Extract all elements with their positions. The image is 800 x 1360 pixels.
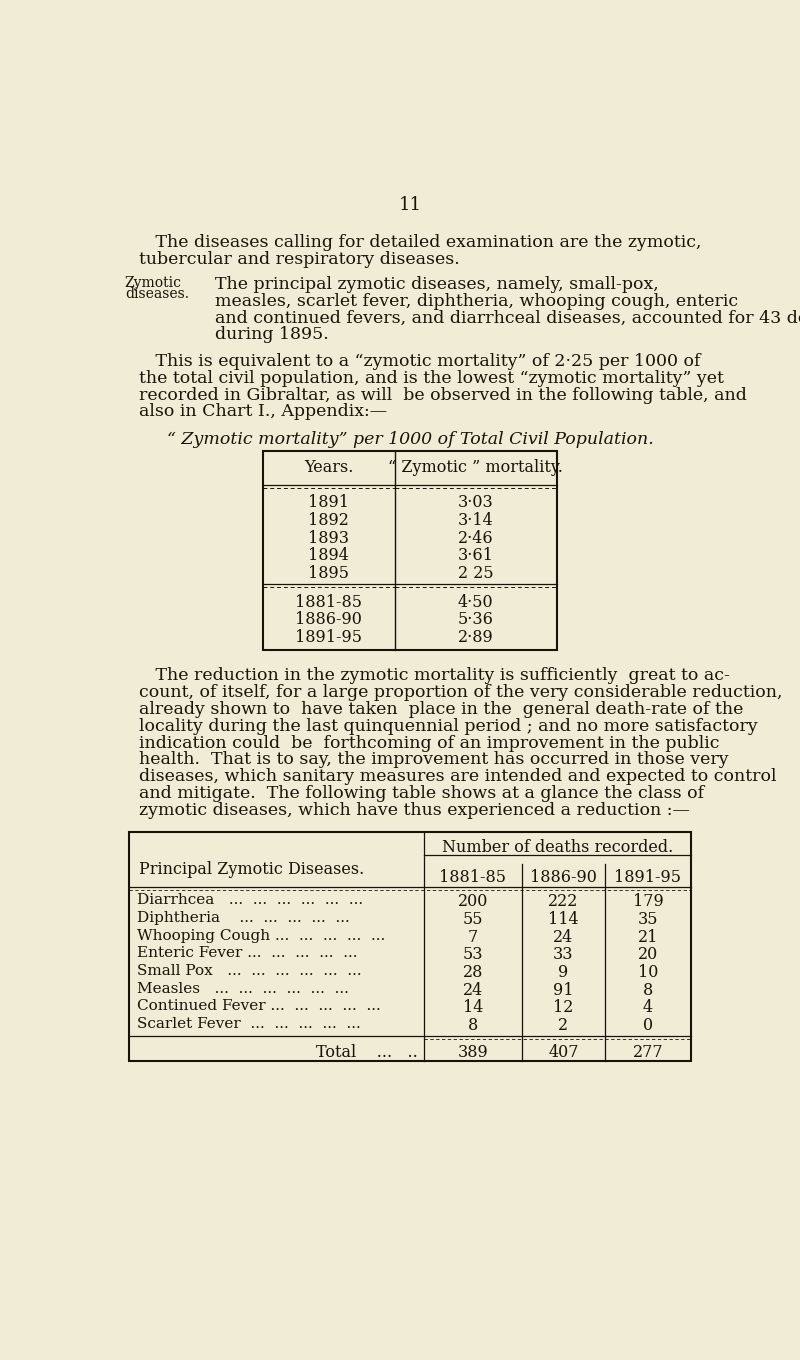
Text: 3·14: 3·14 [458, 511, 494, 529]
Text: the total civil population, and is the lowest “zymotic mortality” yet: the total civil population, and is the l… [138, 370, 724, 386]
Text: 200: 200 [458, 894, 488, 910]
Text: 24: 24 [462, 982, 483, 998]
Text: 55: 55 [462, 911, 483, 928]
Text: 2: 2 [558, 1017, 569, 1034]
Text: The diseases calling for detailed examination are the zymotic,: The diseases calling for detailed examin… [138, 234, 702, 252]
Text: Zymotic: Zymotic [125, 276, 182, 290]
Bar [130, 831, 690, 1061]
Text: 4·50: 4·50 [458, 593, 494, 611]
Text: 1886-90: 1886-90 [295, 612, 362, 628]
Text: 389: 389 [458, 1044, 488, 1061]
Text: 21: 21 [638, 929, 658, 945]
Text: The reduction in the zymotic mortality is sufficiently  great to ac-: The reduction in the zymotic mortality i… [138, 666, 730, 684]
Text: recorded in Gibraltar, as will  be observed in the following table, and: recorded in Gibraltar, as will be observ… [138, 386, 746, 404]
Text: 2·89: 2·89 [458, 630, 494, 646]
Text: measles, scarlet fever, diphtheria, whooping cough, enteric: measles, scarlet fever, diphtheria, whoo… [214, 292, 738, 310]
Text: 222: 222 [548, 894, 578, 910]
Text: 1891-95: 1891-95 [614, 869, 682, 885]
Text: 1891: 1891 [308, 494, 349, 511]
Text: 1881-85: 1881-85 [439, 869, 506, 885]
Text: locality during the last quinquennial period ; and no more satisfactory: locality during the last quinquennial pe… [138, 718, 758, 734]
Text: 1881-85: 1881-85 [295, 593, 362, 611]
Text: “ Zymotic mortality” per 1000 of Total Civil Population.: “ Zymotic mortality” per 1000 of Total C… [166, 431, 654, 449]
Text: Scarlet Fever  ...  ...  ...  ...  ...: Scarlet Fever ... ... ... ... ... [138, 1017, 361, 1031]
Text: diseases, which sanitary measures are intended and expected to control: diseases, which sanitary measures are in… [138, 768, 776, 786]
Text: Continued Fever ...  ...  ...  ...  ...: Continued Fever ... ... ... ... ... [138, 1000, 381, 1013]
Text: Diphtheria    ...  ...  ...  ...  ...: Diphtheria ... ... ... ... ... [138, 911, 350, 925]
Text: Enteric Fever ...  ...  ...  ...  ...: Enteric Fever ... ... ... ... ... [138, 947, 358, 960]
Text: 8: 8 [643, 982, 653, 998]
Text: 28: 28 [462, 964, 483, 981]
Text: 14: 14 [462, 1000, 483, 1016]
Text: 2 25: 2 25 [458, 566, 494, 582]
Bar [262, 452, 558, 650]
Text: 91: 91 [554, 982, 574, 998]
Text: 114: 114 [548, 911, 578, 928]
Text: 11: 11 [398, 196, 422, 214]
Text: Diarrhcea   ...  ...  ...  ...  ...  ...: Diarrhcea ... ... ... ... ... ... [138, 894, 363, 907]
Text: 3·61: 3·61 [458, 548, 494, 564]
Text: 12: 12 [554, 1000, 574, 1016]
Text: Number of deaths recorded.: Number of deaths recorded. [442, 839, 673, 857]
Text: during 1895.: during 1895. [214, 326, 329, 344]
Text: and mitigate.  The following table shows at a glance the class of: and mitigate. The following table shows … [138, 785, 704, 802]
Text: “ Zymotic ” mortality.: “ Zymotic ” mortality. [389, 458, 563, 476]
Text: indication could  be  forthcoming of an improvement in the public: indication could be forthcoming of an im… [138, 734, 719, 752]
Text: Whooping Cough ...  ...  ...  ...  ...: Whooping Cough ... ... ... ... ... [138, 929, 386, 942]
Text: already shown to  have taken  place in the  general death-rate of the: already shown to have taken place in the… [138, 700, 743, 718]
Text: 35: 35 [638, 911, 658, 928]
Text: health.  That is to say, the improvement has occurred in those very: health. That is to say, the improvement … [138, 752, 728, 768]
Text: also in Chart I., Appendix:—: also in Chart I., Appendix:— [138, 404, 387, 420]
Text: 5·36: 5·36 [458, 612, 494, 628]
Text: zymotic diseases, which have thus experienced a reduction :—: zymotic diseases, which have thus experi… [138, 802, 690, 819]
Text: 179: 179 [633, 894, 663, 910]
Text: 1886-90: 1886-90 [530, 869, 597, 885]
Text: 8: 8 [468, 1017, 478, 1034]
Text: 1891-95: 1891-95 [295, 630, 362, 646]
Text: 7: 7 [468, 929, 478, 945]
Text: Principal Zymotic Diseases.: Principal Zymotic Diseases. [138, 861, 364, 877]
Text: 24: 24 [554, 929, 574, 945]
Text: count, of itself, for a large proportion of the very considerable reduction,: count, of itself, for a large proportion… [138, 684, 782, 700]
Text: 20: 20 [638, 947, 658, 963]
Text: 53: 53 [462, 947, 483, 963]
Text: and continued fevers, and diarrhceal diseases, accounted for 43 deaths: and continued fevers, and diarrhceal dis… [214, 310, 800, 326]
Text: 2·46: 2·46 [458, 530, 494, 547]
Text: 277: 277 [633, 1044, 663, 1061]
Text: The principal zymotic diseases, namely, small-pox,: The principal zymotic diseases, namely, … [214, 276, 658, 292]
Text: Measles   ...  ...  ...  ...  ...  ...: Measles ... ... ... ... ... ... [138, 982, 349, 996]
Text: 1892: 1892 [308, 511, 349, 529]
Text: This is equivalent to a “zymotic mortality” of 2·25 per 1000 of: This is equivalent to a “zymotic mortali… [138, 352, 700, 370]
Text: 10: 10 [638, 964, 658, 981]
Text: 1894: 1894 [308, 548, 349, 564]
Text: Years.: Years. [304, 458, 354, 476]
Text: Small Pox   ...  ...  ...  ...  ...  ...: Small Pox ... ... ... ... ... ... [138, 964, 362, 978]
Text: 3·03: 3·03 [458, 494, 494, 511]
Text: 9: 9 [558, 964, 569, 981]
Text: 0: 0 [643, 1017, 653, 1034]
Text: 33: 33 [554, 947, 574, 963]
Text: 1893: 1893 [308, 530, 349, 547]
Text: 4: 4 [643, 1000, 653, 1016]
Text: 1895: 1895 [308, 566, 349, 582]
Text: Total    ...   ..: Total ... .. [316, 1044, 418, 1061]
Text: 407: 407 [548, 1044, 578, 1061]
Text: tubercular and respiratory diseases.: tubercular and respiratory diseases. [138, 252, 459, 268]
Text: diseases.: diseases. [125, 287, 189, 301]
